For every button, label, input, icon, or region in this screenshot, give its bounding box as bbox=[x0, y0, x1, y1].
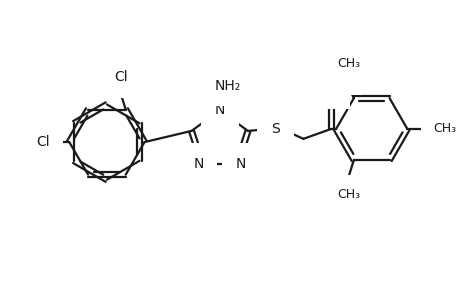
Text: O: O bbox=[325, 81, 336, 95]
Text: N: N bbox=[193, 157, 203, 171]
Text: NH₂: NH₂ bbox=[214, 79, 240, 93]
Text: S: S bbox=[271, 122, 280, 136]
Text: CH₃: CH₃ bbox=[326, 69, 349, 82]
Text: CH₃: CH₃ bbox=[336, 57, 360, 70]
Text: CH₃: CH₃ bbox=[336, 188, 360, 200]
Text: Cl: Cl bbox=[114, 70, 127, 84]
Text: N: N bbox=[235, 157, 246, 171]
Text: Cl: Cl bbox=[36, 135, 50, 149]
Text: CH₃: CH₃ bbox=[432, 122, 455, 135]
Text: N: N bbox=[214, 103, 224, 117]
